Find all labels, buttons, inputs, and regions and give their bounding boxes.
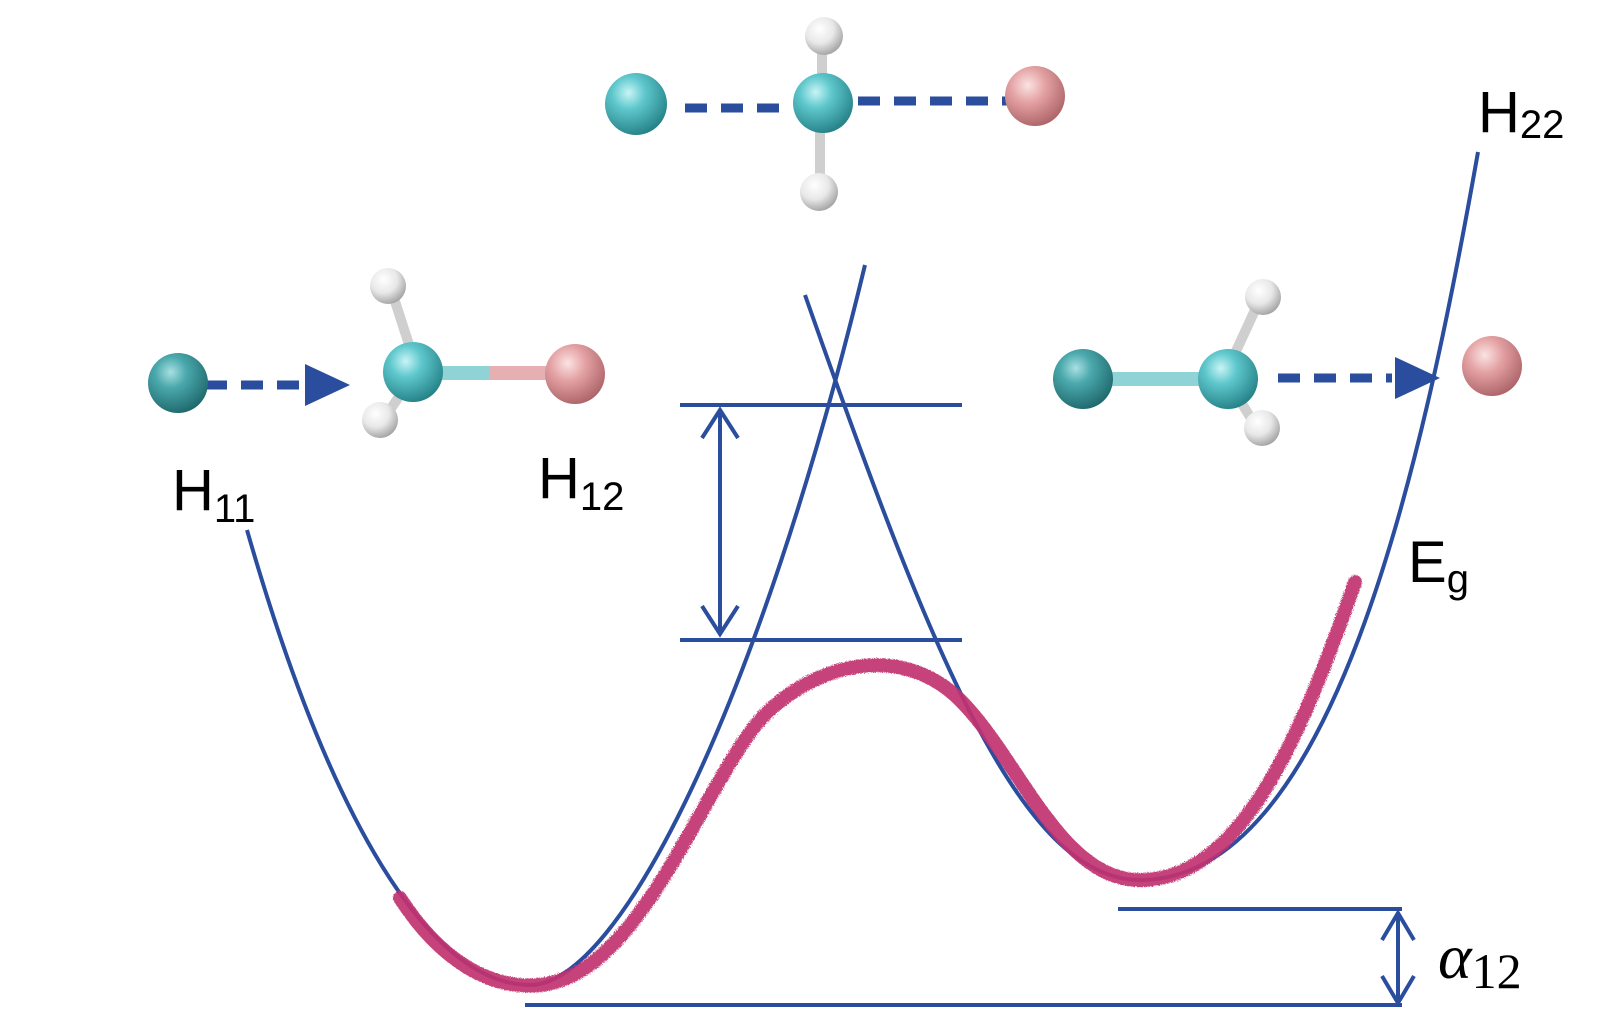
hydrogen-atom-icon xyxy=(370,268,406,304)
product-molecule xyxy=(1053,279,1522,446)
leaving-group-atom-icon xyxy=(1005,66,1065,126)
carbon-atom-icon xyxy=(1198,349,1258,409)
departure-arrowhead-icon xyxy=(1395,357,1440,399)
c-x-bond-pink xyxy=(490,366,560,380)
nucleophile-atom-icon xyxy=(1053,349,1113,409)
hydrogen-atom-icon xyxy=(805,17,843,55)
alpha-arrow-head-up xyxy=(1380,909,1416,942)
nucleophile-atom-icon xyxy=(605,73,667,135)
carbon-atom-icon xyxy=(383,342,443,402)
h12-label: H12 xyxy=(538,446,624,519)
approach-arrowhead-icon xyxy=(305,364,350,406)
h11-label: H11 xyxy=(172,458,255,531)
h12-arrow-head-up xyxy=(700,406,740,440)
hydrogen-atom-icon xyxy=(362,402,398,438)
h22-diabatic-curve xyxy=(803,151,1480,883)
hydrogen-atom-icon xyxy=(1245,279,1281,315)
carbon-atom-icon xyxy=(793,73,853,133)
h12-arrow-head-down xyxy=(700,604,740,638)
hydrogen-atom-icon xyxy=(800,173,838,211)
reactant-molecule xyxy=(148,268,605,438)
alpha-arrow-head-down xyxy=(1380,974,1416,1007)
alpha12-label: α12 xyxy=(1438,921,1522,999)
y-c-bond xyxy=(1088,372,1228,386)
leaving-group-atom-icon xyxy=(1462,336,1522,396)
leaving-group-atom-icon xyxy=(545,344,605,404)
transition-state-molecule xyxy=(605,17,1065,211)
h22-label: H22 xyxy=(1478,80,1564,147)
eg-label: Eg xyxy=(1408,530,1469,601)
nucleophile-atom-icon xyxy=(148,353,208,413)
eg-ground-state-curve xyxy=(393,575,1362,993)
hydrogen-atom-icon xyxy=(1244,410,1280,446)
